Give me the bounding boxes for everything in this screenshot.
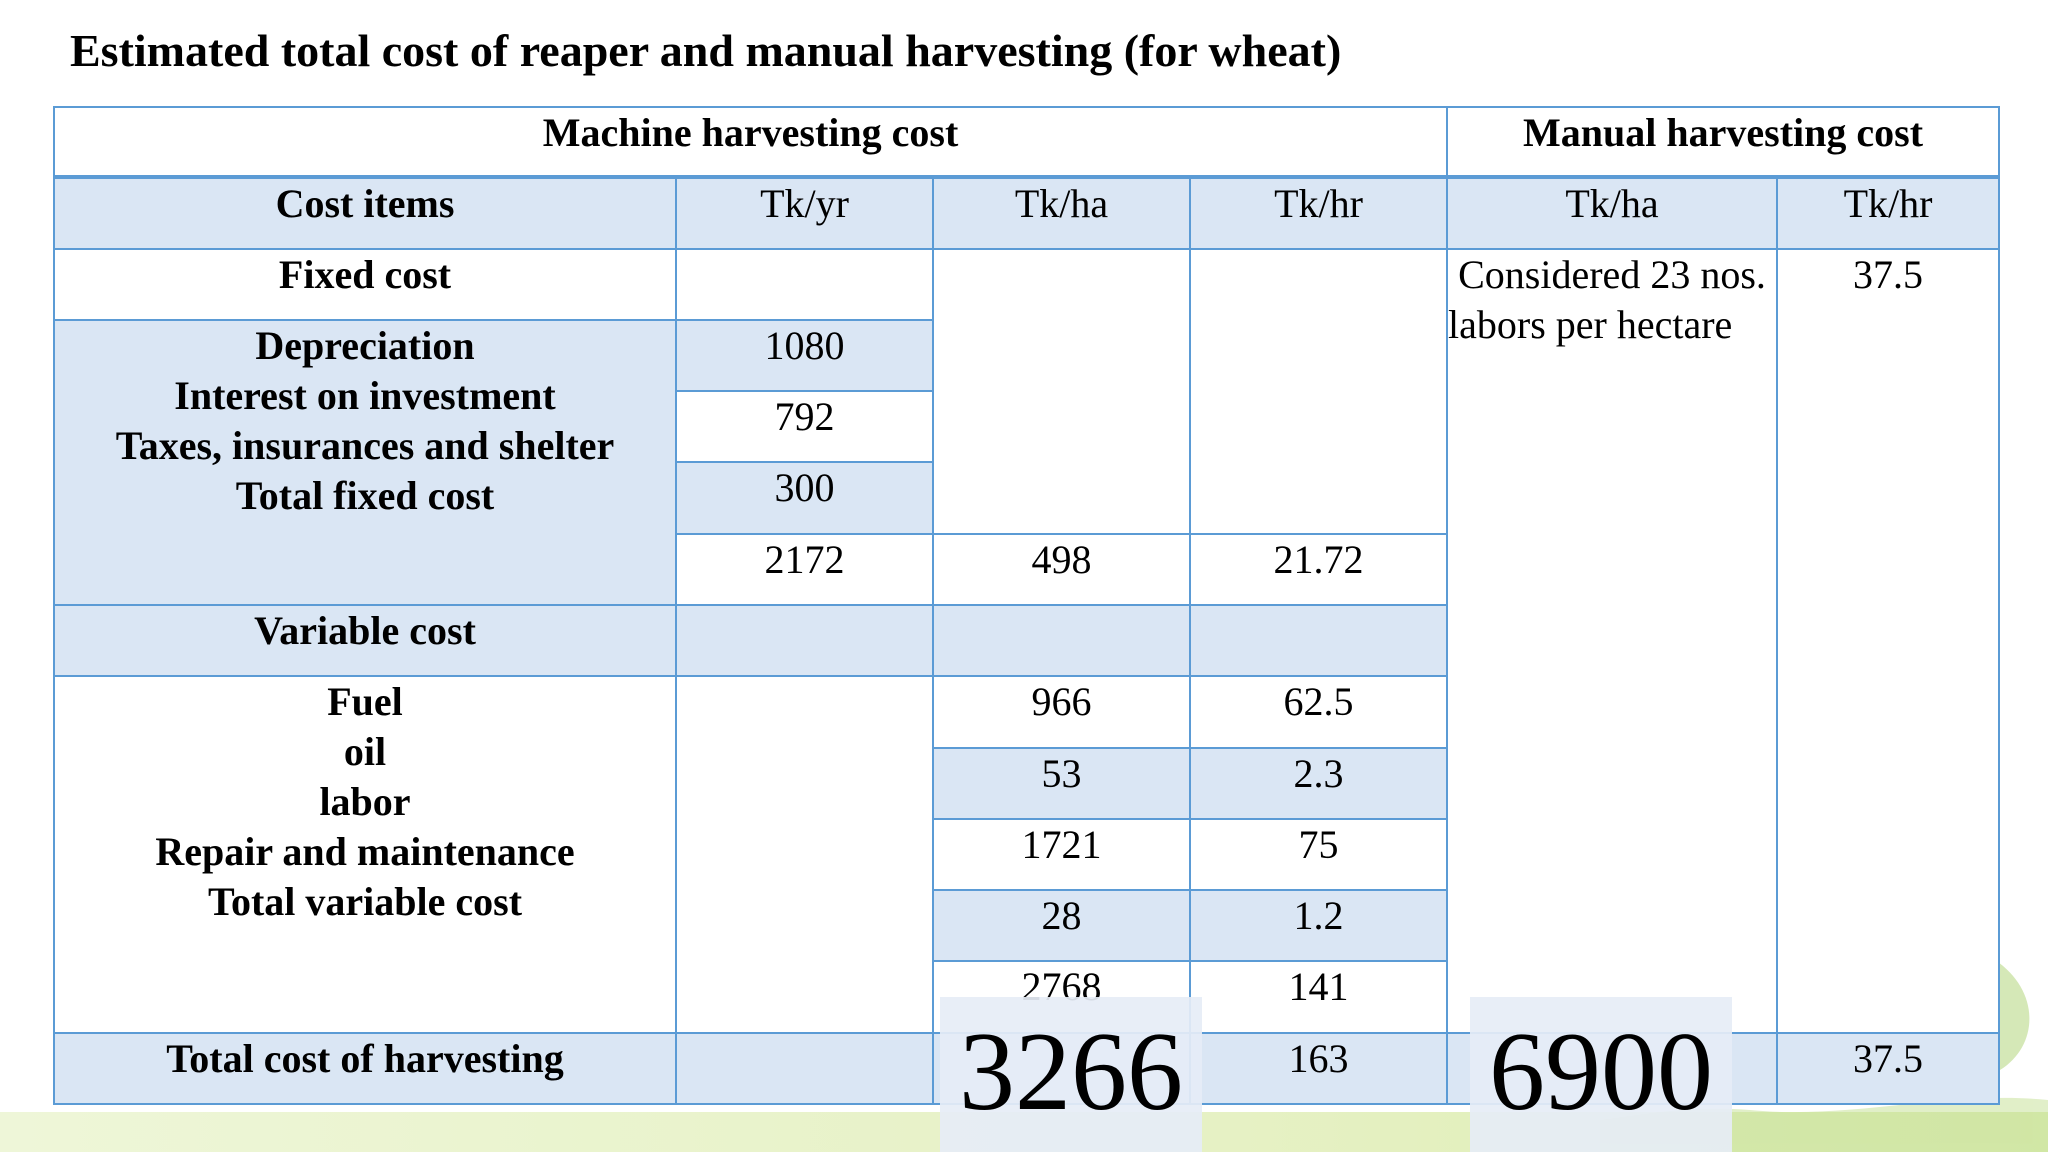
fuel-tk-hr: 62.5	[1188, 675, 1449, 749]
taxes-tk-yr: 300	[675, 461, 934, 535]
header-cost-items: Cost items	[53, 176, 677, 250]
fuel-tk-ha: 966	[932, 675, 1191, 749]
header-manual-tk-hr: Tk/hr	[1776, 176, 2001, 250]
total-manual-tk-hr: 37.5	[1776, 1031, 2001, 1106]
oil-tk-ha: 53	[932, 746, 1191, 820]
total-cost-tk-yr-empty	[675, 1031, 934, 1106]
header-tk-hr: Tk/hr	[1188, 176, 1449, 250]
manual-section-header: Manual harvesting cost	[1446, 105, 2001, 180]
depreciation-tk-yr: 1080	[675, 318, 934, 393]
fixed-item-interest: Interest on investment	[174, 372, 556, 418]
labor-tk-ha: 1721	[932, 817, 1191, 892]
total-fixed-tk-ha: 498	[932, 532, 1191, 606]
cost-table: Machine harvesting cost Manual harvestin…	[52, 105, 2001, 1106]
fixed-cost-tk-yr-empty	[675, 247, 934, 321]
variable-cost-tk-ha-empty	[932, 603, 1191, 678]
variable-item-oil: oil	[343, 729, 387, 775]
variable-cost-tk-yr-empty	[675, 603, 934, 678]
fixed-item-total: Total fixed cost	[235, 472, 495, 518]
fixed-item-taxes: Taxes, insurances and shelter	[115, 422, 615, 468]
variable-item-fuel: Fuel	[327, 679, 403, 725]
variable-item-total: Total variable cost	[207, 879, 523, 925]
repair-tk-ha: 28	[932, 889, 1191, 963]
fixed-cost-items: Depreciation Interest on investment Taxes,…	[53, 318, 677, 606]
page-title: Estimated total cost of reaper and manua…	[70, 25, 1342, 76]
manual-tk-hr-value: 37.5	[1776, 247, 2001, 1034]
variable-item-labor: labor	[319, 779, 411, 825]
fixed-cost-tk-hr-empty	[1188, 247, 1449, 535]
total-variable-tk-hr: 141	[1188, 960, 1449, 1034]
fixed-cost-tk-ha-empty	[932, 247, 1191, 535]
variable-cost-items: Fuel oil labor Repair and maintenance Total …	[53, 675, 677, 1034]
total-machine-tk-hr: 163	[1188, 1031, 1449, 1106]
interest-tk-yr: 792	[675, 390, 934, 464]
manual-labor-note: Considered 23 nos. labors per hectare	[1446, 247, 1779, 1034]
header-manual-tk-ha: Tk/ha	[1446, 176, 1779, 250]
oil-tk-hr: 2.3	[1188, 746, 1449, 820]
fixed-item-depreciation: Depreciation	[255, 322, 475, 368]
total-machine-tk-ha-highlight: 3266	[940, 997, 1202, 1152]
variable-tk-yr-empty	[675, 675, 934, 1034]
fixed-cost-label: Fixed cost	[53, 247, 677, 321]
total-fixed-tk-yr: 2172	[675, 532, 934, 606]
header-tk-ha: Tk/ha	[932, 176, 1191, 250]
variable-cost-label: Variable cost	[53, 603, 677, 678]
total-fixed-tk-hr: 21.72	[1188, 532, 1449, 606]
total-manual-tk-ha-highlight: 6900	[1470, 997, 1732, 1152]
header-tk-yr: Tk/yr	[675, 176, 934, 250]
labor-tk-hr: 75	[1188, 817, 1449, 892]
variable-item-repair: Repair and maintenance	[155, 829, 575, 875]
machine-section-header: Machine harvesting cost	[52, 105, 1449, 180]
repair-tk-hr: 1.2	[1188, 889, 1449, 963]
variable-cost-tk-hr-empty	[1188, 603, 1449, 678]
total-cost-label: Total cost of harvesting	[53, 1031, 677, 1106]
